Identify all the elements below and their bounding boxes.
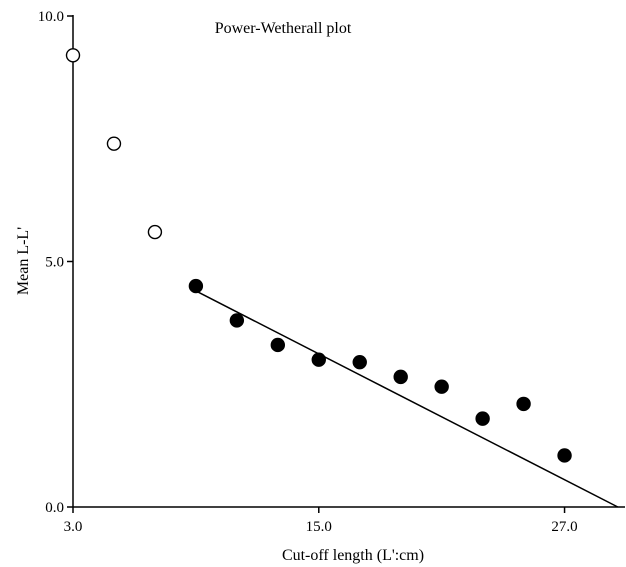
open-data-point [106,136,122,151]
y-tick-label: 10.0 [38,9,64,25]
filled-data-point [434,379,449,394]
ticks: 3.0 15.0 27.0 0.0 5.0 10.0 [38,9,578,535]
axes [72,15,625,508]
x-tick-label: 3.0 [64,519,83,535]
y-tick-label: 5.0 [45,255,64,271]
x-axis-title: Cut-off length (L':cm) [282,547,424,564]
x-tick-label: 15.0 [306,519,332,535]
filled-data-point [475,411,490,426]
filled-data-point [229,313,245,328]
fit-line-group [195,290,619,508]
filled-data-point [311,352,326,367]
filled-data-point [188,278,204,294]
filled-data-point [352,354,367,370]
open-data-point [65,48,81,63]
filled-data-point [270,337,286,353]
chart-title: Power-Wetherall plot [215,20,352,37]
filled-data-point [557,448,572,463]
x-tick-label: 27.0 [551,519,577,535]
filled-data-point [516,396,531,412]
y-tick-label: 0.0 [45,500,64,516]
y-axis-title: Mean L-L' [15,227,32,295]
open-data-point [147,224,163,240]
data-points [65,48,572,463]
filled-data-point [393,369,408,385]
regression-line [195,290,619,508]
